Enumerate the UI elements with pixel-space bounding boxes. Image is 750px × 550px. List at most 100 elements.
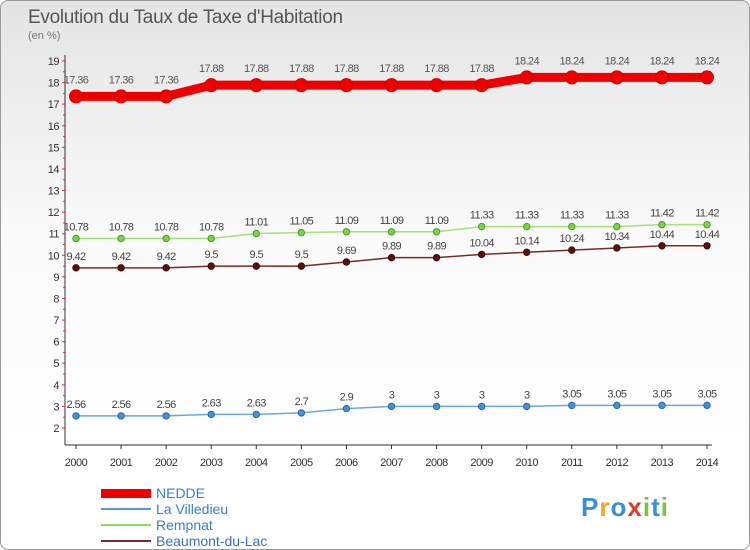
x-tick-label: 2001 bbox=[110, 457, 133, 469]
data-label: 10.04 bbox=[469, 237, 494, 249]
data-label: 9.5 bbox=[204, 249, 218, 261]
legend: NEDDE La Villedieu Rempnat Beaumont-du-L… bbox=[101, 485, 361, 549]
y-tick-label: 8 bbox=[53, 293, 59, 305]
data-point bbox=[117, 234, 125, 243]
data-point bbox=[294, 78, 309, 93]
data-point bbox=[297, 409, 306, 417]
data-point bbox=[117, 412, 125, 420]
data-point bbox=[519, 70, 534, 85]
data-label: 10.78 bbox=[64, 221, 89, 233]
data-label: 17.88 bbox=[469, 63, 494, 75]
data-point bbox=[297, 228, 306, 237]
x-tick-label: 2007 bbox=[380, 457, 403, 469]
data-label: 2.63 bbox=[202, 397, 221, 409]
data-label: 9.42 bbox=[157, 251, 176, 263]
x-tick-label: 2002 bbox=[155, 457, 178, 469]
data-label: 17.36 bbox=[154, 74, 179, 86]
data-label: 3 bbox=[524, 389, 530, 401]
data-label: 11.09 bbox=[335, 215, 359, 227]
y-tick-label: 7 bbox=[53, 315, 59, 327]
data-label: 18.24 bbox=[650, 55, 675, 67]
legend-swatch bbox=[101, 540, 151, 542]
data-label: 11.42 bbox=[695, 208, 719, 220]
data-point bbox=[613, 244, 621, 252]
data-label: 9.5 bbox=[295, 249, 309, 261]
y-tick-label: 12 bbox=[48, 207, 60, 219]
data-label: 11.33 bbox=[470, 210, 494, 222]
data-label: 3.05 bbox=[562, 388, 581, 400]
data-label: 10.34 bbox=[605, 231, 630, 243]
data-point bbox=[69, 89, 83, 104]
logo-letter: o bbox=[610, 492, 628, 522]
data-point bbox=[477, 222, 486, 231]
data-point bbox=[609, 70, 624, 85]
y-tick-label: 19 bbox=[48, 56, 60, 68]
y-tick-label: 9 bbox=[53, 272, 59, 284]
legend-swatch bbox=[101, 508, 151, 510]
data-label: 18.24 bbox=[695, 55, 720, 67]
data-label: 2.56 bbox=[112, 399, 131, 411]
data-label: 11.01 bbox=[244, 216, 268, 228]
legend-item-nedde: NEDDE bbox=[101, 485, 361, 501]
y-tick-label: 2 bbox=[53, 423, 59, 435]
data-point bbox=[252, 410, 260, 419]
x-tick-label: 2004 bbox=[245, 457, 268, 469]
x-tick-label: 2008 bbox=[425, 457, 448, 469]
x-tick-label: 2000 bbox=[65, 457, 88, 469]
data-label: 3 bbox=[434, 389, 440, 401]
y-tick-label: 17 bbox=[48, 99, 60, 111]
data-label: 9.69 bbox=[337, 245, 356, 257]
data-point bbox=[703, 401, 711, 410]
data-label: 17.36 bbox=[64, 74, 89, 86]
legend-swatch bbox=[101, 524, 151, 526]
logo-letter: t bbox=[651, 492, 661, 522]
data-label: 2.56 bbox=[66, 399, 85, 411]
data-point bbox=[204, 78, 219, 93]
data-point bbox=[72, 234, 80, 243]
data-label: 9.42 bbox=[66, 251, 85, 263]
data-label: 10.14 bbox=[514, 235, 539, 247]
data-point bbox=[568, 401, 576, 410]
data-label: 9.89 bbox=[427, 241, 446, 253]
data-point bbox=[339, 78, 354, 93]
data-point bbox=[523, 402, 531, 411]
data-point bbox=[654, 70, 669, 85]
x-tick-label: 2010 bbox=[515, 457, 538, 469]
data-point bbox=[72, 264, 80, 272]
data-label: 3 bbox=[479, 389, 485, 401]
data-point bbox=[387, 228, 396, 236]
data-point bbox=[700, 70, 714, 85]
data-label: 17.88 bbox=[199, 63, 224, 75]
data-label: 2.9 bbox=[340, 392, 354, 404]
data-label: 2.63 bbox=[247, 397, 266, 409]
data-label: 17.88 bbox=[244, 63, 269, 75]
y-tick-label: 14 bbox=[48, 164, 60, 176]
data-label: 17.88 bbox=[289, 63, 314, 75]
data-point bbox=[162, 234, 170, 243]
data-label: 3.05 bbox=[652, 388, 671, 400]
data-label: 10.78 bbox=[199, 221, 224, 233]
data-label: 9.42 bbox=[112, 251, 131, 263]
data-point bbox=[72, 412, 80, 420]
data-point bbox=[432, 253, 441, 262]
data-label: 17.88 bbox=[424, 63, 449, 75]
data-point bbox=[387, 402, 396, 411]
y-tick-label: 16 bbox=[48, 121, 60, 133]
data-label: 11.33 bbox=[515, 210, 539, 222]
x-tick-label: 2013 bbox=[651, 457, 674, 469]
data-point bbox=[207, 262, 215, 270]
legend-label: Beaumont-du-Lac bbox=[156, 533, 268, 549]
data-point bbox=[613, 222, 621, 231]
logo-letter: x bbox=[627, 492, 643, 522]
data-point bbox=[523, 222, 531, 231]
data-label: 10.78 bbox=[109, 221, 134, 233]
chart-subtitle: (en %) bbox=[28, 30, 61, 42]
x-tick-label: 2014 bbox=[696, 457, 719, 469]
logo-letter: i bbox=[660, 492, 669, 522]
data-point bbox=[474, 78, 489, 93]
legend-label: La Villedieu bbox=[156, 501, 229, 517]
data-point bbox=[523, 248, 531, 256]
x-tick-label: 2006 bbox=[335, 457, 358, 469]
